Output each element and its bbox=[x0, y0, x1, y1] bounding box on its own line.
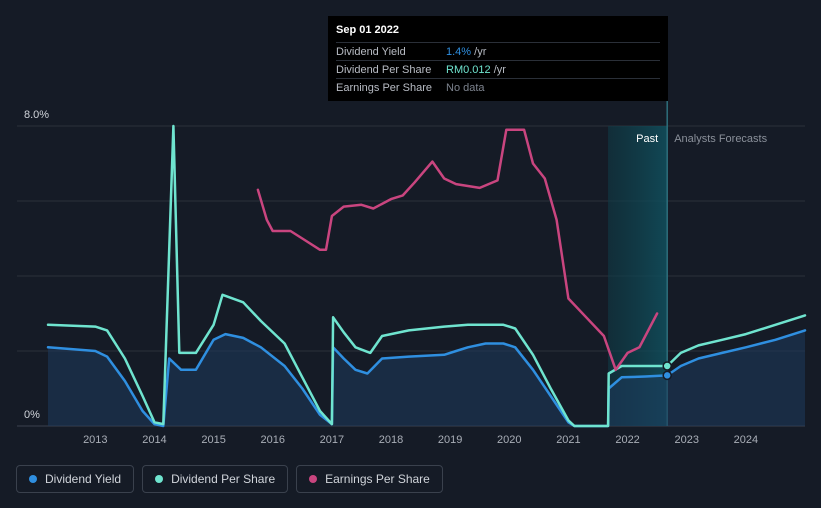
legend-label: Dividend Yield bbox=[45, 472, 122, 486]
x-tick-label: 2023 bbox=[674, 434, 698, 446]
tooltip-date: Sep 01 2022 bbox=[336, 24, 399, 36]
x-tick-label: 2020 bbox=[497, 434, 521, 446]
x-tick-label: 2016 bbox=[260, 434, 284, 446]
x-tick-label: 2018 bbox=[379, 434, 403, 446]
tooltip-value: RM0.012 bbox=[446, 63, 491, 76]
legend-item-dividend-per-share[interactable]: Dividend Per Share bbox=[142, 465, 289, 493]
legend-label: Dividend Per Share bbox=[171, 472, 276, 486]
x-tick-label: 2022 bbox=[615, 434, 639, 446]
tooltip-unit: /yr bbox=[490, 63, 506, 76]
series-line-2 bbox=[256, 128, 659, 372]
y-axis-bottom-label: 0% bbox=[24, 409, 40, 421]
tooltip-value: 1.4% bbox=[446, 45, 472, 58]
legend-item-dividend-yield[interactable]: Dividend Yield bbox=[16, 465, 135, 493]
legend-dot-icon bbox=[155, 475, 164, 483]
past-label: Past bbox=[636, 133, 658, 145]
hover-marker-1 bbox=[662, 361, 672, 371]
legend-dot-icon bbox=[29, 475, 37, 483]
tooltip-value: No data bbox=[446, 81, 485, 94]
y-axis-top-label: 8.0% bbox=[24, 109, 49, 121]
x-tick-label: 2014 bbox=[142, 434, 166, 446]
x-tick-label: 2017 bbox=[320, 434, 344, 446]
tooltip-row-earnings-per-share: Earnings Per Share No data bbox=[336, 78, 660, 96]
tooltip-row-dividend-yield: Dividend Yield 1.4% /yr bbox=[336, 42, 660, 60]
chart-area: 8.0% 0% 2013 2014 2015 2016 2017 2018 2019 2020 20… bbox=[17, 101, 807, 446]
tooltip-row-dividend-per-share: Dividend Per Share RM0.012 /yr bbox=[336, 60, 660, 78]
tooltip-unit: /yr bbox=[471, 45, 487, 58]
hover-tooltip: Sep 01 2022 Dividend Yield 1.4% /yr Divi… bbox=[328, 16, 668, 101]
x-tick-label: 2021 bbox=[556, 434, 580, 446]
series-line-1 bbox=[46, 124, 807, 428]
x-tick-label: 2015 bbox=[201, 434, 225, 446]
tooltip-label: Dividend Per Share bbox=[336, 63, 432, 76]
hover-marker-0 bbox=[662, 370, 672, 381]
chart-legend: Dividend Yield Dividend Per Share Earnin… bbox=[16, 465, 443, 493]
x-tick-label: 2019 bbox=[438, 434, 462, 446]
tooltip-label: Dividend Yield bbox=[336, 45, 406, 58]
forecast-label: Analysts Forecasts bbox=[674, 133, 767, 145]
tooltip-label: Earnings Per Share bbox=[336, 81, 432, 94]
legend-dot-icon bbox=[309, 475, 318, 483]
legend-label: Earnings Per Share bbox=[325, 472, 430, 486]
x-tick-label: 2024 bbox=[734, 434, 758, 446]
x-tick-label: 2013 bbox=[83, 434, 107, 446]
series-line-0 bbox=[46, 329, 807, 428]
legend-item-earnings-per-share[interactable]: Earnings Per Share bbox=[296, 465, 443, 493]
series-area-0 bbox=[48, 330, 805, 426]
